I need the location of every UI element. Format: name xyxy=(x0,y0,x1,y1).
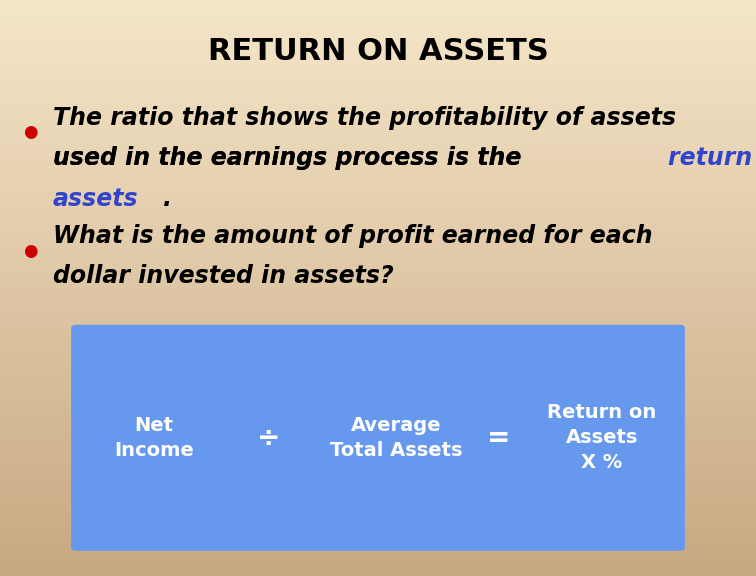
Text: used in the earnings process is the: used in the earnings process is the xyxy=(53,146,529,170)
Text: RETURN ON ASSETS: RETURN ON ASSETS xyxy=(208,37,548,66)
Text: Return on
Assets
X %: Return on Assets X % xyxy=(547,403,656,472)
Text: return on: return on xyxy=(668,146,756,170)
Text: =: = xyxy=(488,424,510,452)
Text: Average
Total Assets: Average Total Assets xyxy=(330,416,463,460)
Text: ●: ● xyxy=(23,123,38,142)
Text: ÷: ÷ xyxy=(258,424,280,452)
Text: dollar invested in assets?: dollar invested in assets? xyxy=(53,264,394,289)
Text: used in the earnings process is the: used in the earnings process is the xyxy=(53,146,529,170)
Text: The ratio that shows the profitability of assets: The ratio that shows the profitability o… xyxy=(53,106,676,130)
Text: ●: ● xyxy=(23,241,38,260)
FancyBboxPatch shape xyxy=(72,325,684,550)
Text: assets: assets xyxy=(53,187,138,211)
Text: Net
Income: Net Income xyxy=(114,416,194,460)
Text: What is the amount of profit earned for each: What is the amount of profit earned for … xyxy=(53,224,652,248)
Text: .: . xyxy=(163,187,172,211)
